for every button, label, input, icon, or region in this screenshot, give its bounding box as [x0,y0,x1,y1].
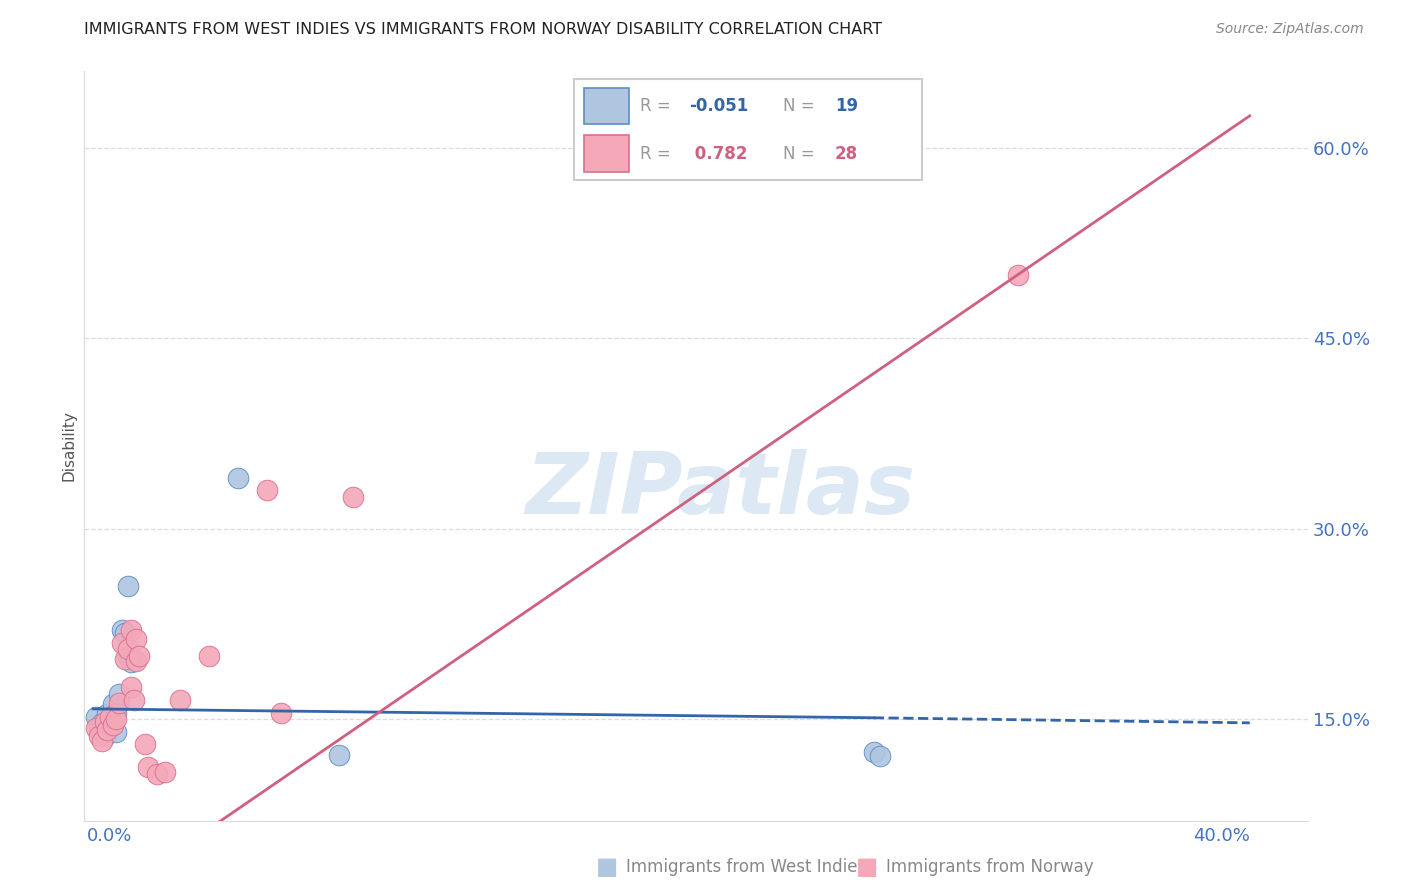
Point [111,636,134,650]
Point [84,709,107,723]
Point [145,766,167,780]
Text: Immigrants from West Indies: Immigrants from West Indies [626,858,866,876]
Point [155,765,177,780]
Point [87,729,110,743]
Point [105,724,128,739]
Point [93,714,115,729]
Point [125,654,148,668]
Text: Immigrants from Norway: Immigrants from Norway [886,858,1094,876]
Text: 0.0%: 0.0% [87,827,132,845]
Point [122,693,145,707]
Point [120,623,142,637]
Point [125,632,148,646]
Point [96,706,118,721]
Point [342,490,364,504]
Text: IMMIGRANTS FROM WEST INDIES VS IMMIGRANTS FROM NORWAY DISABILITY CORRELATION CHA: IMMIGRANTS FROM WEST INDIES VS IMMIGRANT… [84,22,883,37]
Point [328,747,350,762]
Point [120,681,142,695]
Point [90,733,112,747]
Point [117,648,139,663]
Point [100,712,122,726]
Point [103,718,125,732]
Point [108,696,131,710]
Y-axis label: Disability: Disability [60,410,76,482]
Point [270,706,292,720]
Point [84,721,107,735]
Point [111,623,134,637]
Text: ■: ■ [856,855,879,879]
Point [93,729,115,743]
Point [105,706,128,720]
Point [114,652,136,666]
Point [87,722,110,736]
Point [90,715,112,730]
Point [128,648,150,663]
Point [108,687,131,701]
Point [117,642,139,657]
Point [100,709,122,723]
Point [169,693,191,707]
Point [862,745,884,759]
Point [120,655,142,669]
Text: 40.0%: 40.0% [1192,827,1250,845]
Text: Source: ZipAtlas.com: Source: ZipAtlas.com [1216,22,1364,37]
Point [105,712,128,726]
Point [134,738,156,752]
Point [256,483,278,498]
Point [1007,268,1029,282]
Text: ■: ■ [596,855,619,879]
Point [226,471,249,485]
Point [869,748,891,763]
Point [117,579,139,593]
Point [114,625,136,640]
Point [96,723,118,738]
Point [136,760,159,774]
Point [103,697,125,711]
Text: ZIPatlas: ZIPatlas [526,450,915,533]
Point [197,648,219,663]
